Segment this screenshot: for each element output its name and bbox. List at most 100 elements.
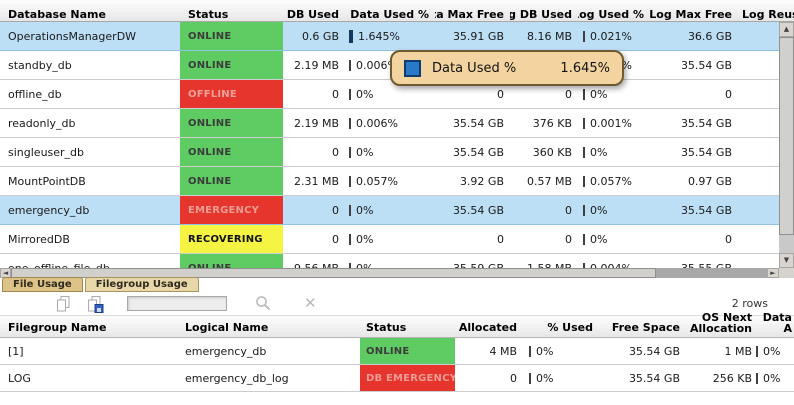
log-max-free-cell: 0	[725, 87, 732, 101]
data-used-pct-value: 1.645%	[358, 29, 400, 43]
log-db-used-cell: 8.16 MB	[526, 29, 572, 43]
data-db-used-cell: 0	[332, 232, 339, 246]
database-table-row[interactable]: one_offline_file_db ONLINE 9.56 MB 0% 35…	[0, 254, 794, 268]
log-used-pct-value: 0%	[590, 87, 608, 101]
data-used-pct-cell: 1.645%	[345, 22, 435, 50]
column-header-log-db-used[interactable]: Log DB Used	[510, 8, 572, 21]
os-allocated-cell: 0	[510, 371, 517, 385]
log-used-pct-value: 0%	[590, 145, 608, 159]
data-used-pct-value: 0.006%	[356, 116, 398, 130]
file-usage-row[interactable]: LOG emergency_db_log DB EMERGENCY 0 0% 3…	[0, 365, 794, 392]
log-max-free-cell: 35.54 GB	[680, 58, 732, 72]
percent-bar-icon	[583, 30, 585, 42]
data-max-free-cell: 0	[497, 87, 504, 101]
search-icon[interactable]	[255, 295, 272, 312]
os-next-allocation-cell: 1 MB	[724, 344, 752, 358]
column-header-filegroup-name[interactable]: Filegroup Name	[8, 321, 107, 334]
header-line: Allocation	[690, 322, 752, 334]
percent-bar-icon	[349, 59, 351, 71]
data-used-pct-cell: 0%	[345, 138, 435, 166]
column-header-logical-name[interactable]: Logical Name	[185, 321, 269, 334]
database-table-row[interactable]: MountPointDB ONLINE 2.31 MB 0.057% 3.92 …	[0, 167, 794, 196]
percent-bar-icon	[349, 146, 351, 158]
horizontal-scrollbar-thumb[interactable]	[11, 268, 656, 278]
percent-bar-icon	[583, 233, 585, 245]
database-name-cell: MountPointDB	[8, 174, 86, 188]
percent-bar-icon	[583, 175, 585, 187]
log-used-pct-cell: 0%	[578, 196, 650, 224]
data-used-pct-cell: 0.057%	[345, 167, 435, 195]
column-header-log-max-free[interactable]: Log Max Free	[650, 8, 732, 21]
column-header-log-reuse-wait[interactable]: Log Reuse W	[742, 8, 794, 21]
usage-tabs: File Usage Filegroup Usage	[2, 277, 199, 292]
scroll-down-icon[interactable]: ▼	[779, 253, 794, 268]
series-swatch-icon	[404, 59, 421, 77]
search-input[interactable]	[127, 296, 227, 311]
column-header-free-space[interactable]: Free Space	[611, 321, 680, 334]
scroll-right-icon[interactable]: ►	[767, 268, 779, 278]
column-header-os-allocated[interactable]: OS Allocated	[455, 321, 517, 334]
tab-file-usage[interactable]: File Usage	[2, 277, 83, 292]
file-usage-row[interactable]: [1] emergency_db ONLINE 4 MB 0% 35.54 GB…	[0, 338, 794, 365]
vertical-scrollbar-thumb[interactable]	[779, 37, 794, 235]
database-table-row[interactable]: singleuser_db ONLINE 0 0% 35.54 GB 360 K…	[0, 138, 794, 167]
database-name-cell: singleuser_db	[8, 145, 85, 159]
log-used-pct-value: 0.021%	[590, 29, 632, 43]
column-header-data-allocation[interactable]: Data A	[756, 312, 794, 334]
scroll-up-icon[interactable]: ▲	[779, 22, 794, 37]
log-used-pct-value: 0%	[590, 203, 608, 217]
percent-bar-icon	[583, 204, 585, 216]
percent-bar-icon	[756, 372, 758, 384]
copy-icon[interactable]	[55, 295, 72, 313]
log-used-pct-cell: 0%	[578, 138, 650, 166]
data-used-tooltip: Data Used % 1.645%	[390, 50, 624, 86]
column-header-data-used-pct[interactable]: Data Used %	[350, 8, 429, 21]
column-header-status[interactable]: Status	[366, 321, 407, 334]
column-header-os-next-allocation[interactable]: OS Next Allocation	[688, 312, 756, 334]
data-used-pct-value: 0%	[356, 261, 374, 269]
data-used-pct-cell: 0%	[345, 196, 435, 224]
column-header-status[interactable]: Status	[188, 8, 229, 21]
data-max-free-cell: 35.54 GB	[452, 203, 504, 217]
column-header-database-name[interactable]: Database Name	[8, 8, 106, 21]
log-max-free-cell: 36.6 GB	[687, 29, 732, 43]
scrollbar-corner	[779, 268, 794, 278]
file-usage-table: Filegroup Name Logical Name Status OS Al…	[0, 312, 794, 392]
free-space-cell: 35.54 GB	[628, 344, 680, 358]
database-table-row[interactable]: emergency_db EMERGENCY 0 0% 35.54 GB 0 0…	[0, 196, 794, 225]
horizontal-scrollbar[interactable]: ◄ ►	[0, 268, 779, 278]
pct-used-value: 0%	[536, 371, 554, 385]
status-badge: ONLINE	[180, 22, 283, 50]
log-used-pct-value: 0.001%	[590, 116, 632, 130]
status-badge: ONLINE	[180, 254, 283, 268]
database-table-row[interactable]: MirroredDB RECOVERING 0 0% 0 0 0% 0	[0, 225, 794, 254]
database-table-row[interactable]: readonly_db ONLINE 2.19 MB 0.006% 35.54 …	[0, 109, 794, 138]
rows-count-label: 2 rows	[731, 297, 768, 310]
column-header-data-db-used[interactable]: Data DB Used	[283, 8, 339, 21]
column-header-pct-used[interactable]: % Used	[547, 321, 593, 334]
log-used-pct-cell: 0.057%	[578, 167, 650, 195]
percent-bar-icon	[583, 88, 585, 100]
horizontal-scrollbar-track[interactable]	[656, 268, 767, 278]
column-header-log-used-pct[interactable]: Log Used %	[578, 8, 644, 21]
log-max-free-cell: 35.54 GB	[680, 145, 732, 159]
data-used-pct-value: 0%	[356, 232, 374, 246]
tab-filegroup-usage[interactable]: Filegroup Usage	[84, 277, 199, 292]
clear-icon[interactable]: ✕	[304, 294, 317, 312]
data-db-used-cell: 2.19 MB	[293, 58, 339, 72]
status-badge: ONLINE	[180, 167, 283, 195]
copy-save-icon[interactable]	[86, 295, 105, 313]
filegroup-name-cell: LOG	[8, 371, 31, 385]
vertical-scrollbar[interactable]: ▲ ▼	[779, 22, 794, 268]
log-max-free-cell: 0	[725, 232, 732, 246]
column-header-data-max-free[interactable]: Data Max Free	[435, 8, 504, 21]
pct-used-value: 0%	[536, 344, 554, 358]
log-used-pct-cell: 0.021%	[578, 22, 650, 50]
database-name-cell: emergency_db	[8, 203, 90, 217]
database-name-cell: offline_db	[8, 87, 62, 101]
percent-bar-icon	[349, 262, 351, 268]
database-table-row[interactable]: OperationsManagerDW ONLINE 0.6 GB 1.645%…	[0, 22, 794, 51]
log-db-used-cell: 376 KB	[532, 116, 572, 130]
status-badge: ONLINE	[180, 109, 283, 137]
